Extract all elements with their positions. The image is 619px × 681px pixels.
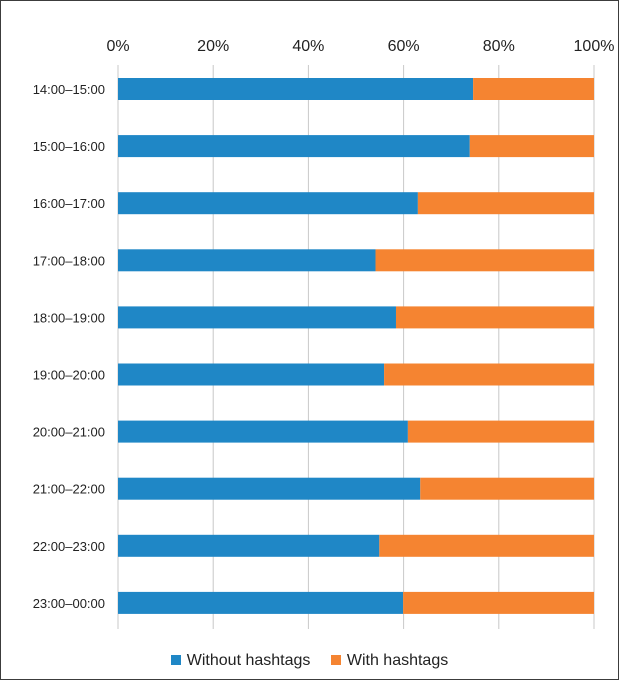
legend-swatch-with-hashtags bbox=[330, 655, 341, 665]
x-tick-label: 100% bbox=[574, 38, 615, 55]
bar-with-hashtags bbox=[403, 591, 594, 614]
bar-without-hashtags bbox=[118, 192, 418, 215]
category-label: 14:00–15:00 bbox=[33, 82, 105, 97]
bar-with-hashtags bbox=[473, 78, 594, 100]
bar-without-hashtags bbox=[118, 477, 421, 500]
category-label: 21:00–22:00 bbox=[33, 482, 105, 497]
bar-with-hashtags bbox=[407, 420, 594, 443]
x-tick-label: 80% bbox=[483, 38, 515, 55]
bar-with-hashtags bbox=[379, 534, 594, 557]
x-tick-label: 20% bbox=[197, 38, 229, 55]
category-label: 16:00–17:00 bbox=[33, 196, 105, 211]
bar-with-hashtags bbox=[469, 135, 594, 158]
x-tick-label: 40% bbox=[292, 38, 324, 55]
bar-with-hashtags bbox=[395, 306, 594, 329]
category-label: 22:00–23:00 bbox=[33, 539, 105, 554]
category-label: 18:00–19:00 bbox=[33, 310, 105, 325]
legend-item-with-hashtags: With hashtags bbox=[330, 652, 449, 670]
bar-without-hashtags bbox=[118, 420, 408, 443]
bar-with-hashtags bbox=[417, 192, 594, 215]
legend-swatch-without-hashtags bbox=[170, 655, 181, 665]
bar-with-hashtags bbox=[375, 249, 594, 272]
category-label: 19:00–20:00 bbox=[33, 368, 105, 383]
legend-label-without-hashtags: Without hashtags bbox=[186, 652, 311, 669]
legend: Without hashtags With hashtags bbox=[1, 652, 618, 670]
bar-without-hashtags bbox=[118, 78, 474, 100]
x-tick-label: 0% bbox=[106, 38, 129, 55]
bar-without-hashtags bbox=[118, 591, 404, 614]
legend-label-with-hashtags: With hashtags bbox=[346, 652, 449, 669]
category-label: 20:00–21:00 bbox=[33, 425, 105, 440]
bar-without-hashtags bbox=[118, 306, 396, 329]
legend-item-without-hashtags: Without hashtags bbox=[170, 652, 311, 670]
x-tick-label: 60% bbox=[388, 38, 420, 55]
category-label: 15:00–16:00 bbox=[33, 139, 105, 154]
bar-with-hashtags bbox=[384, 363, 594, 386]
bar-without-hashtags bbox=[118, 249, 376, 272]
bar-without-hashtags bbox=[118, 363, 385, 386]
bar-with-hashtags bbox=[420, 477, 594, 500]
bar-without-hashtags bbox=[118, 135, 470, 158]
category-label: 23:00–00:00 bbox=[33, 596, 105, 611]
bar-without-hashtags bbox=[118, 534, 380, 557]
category-label: 17:00–18:00 bbox=[33, 253, 105, 268]
